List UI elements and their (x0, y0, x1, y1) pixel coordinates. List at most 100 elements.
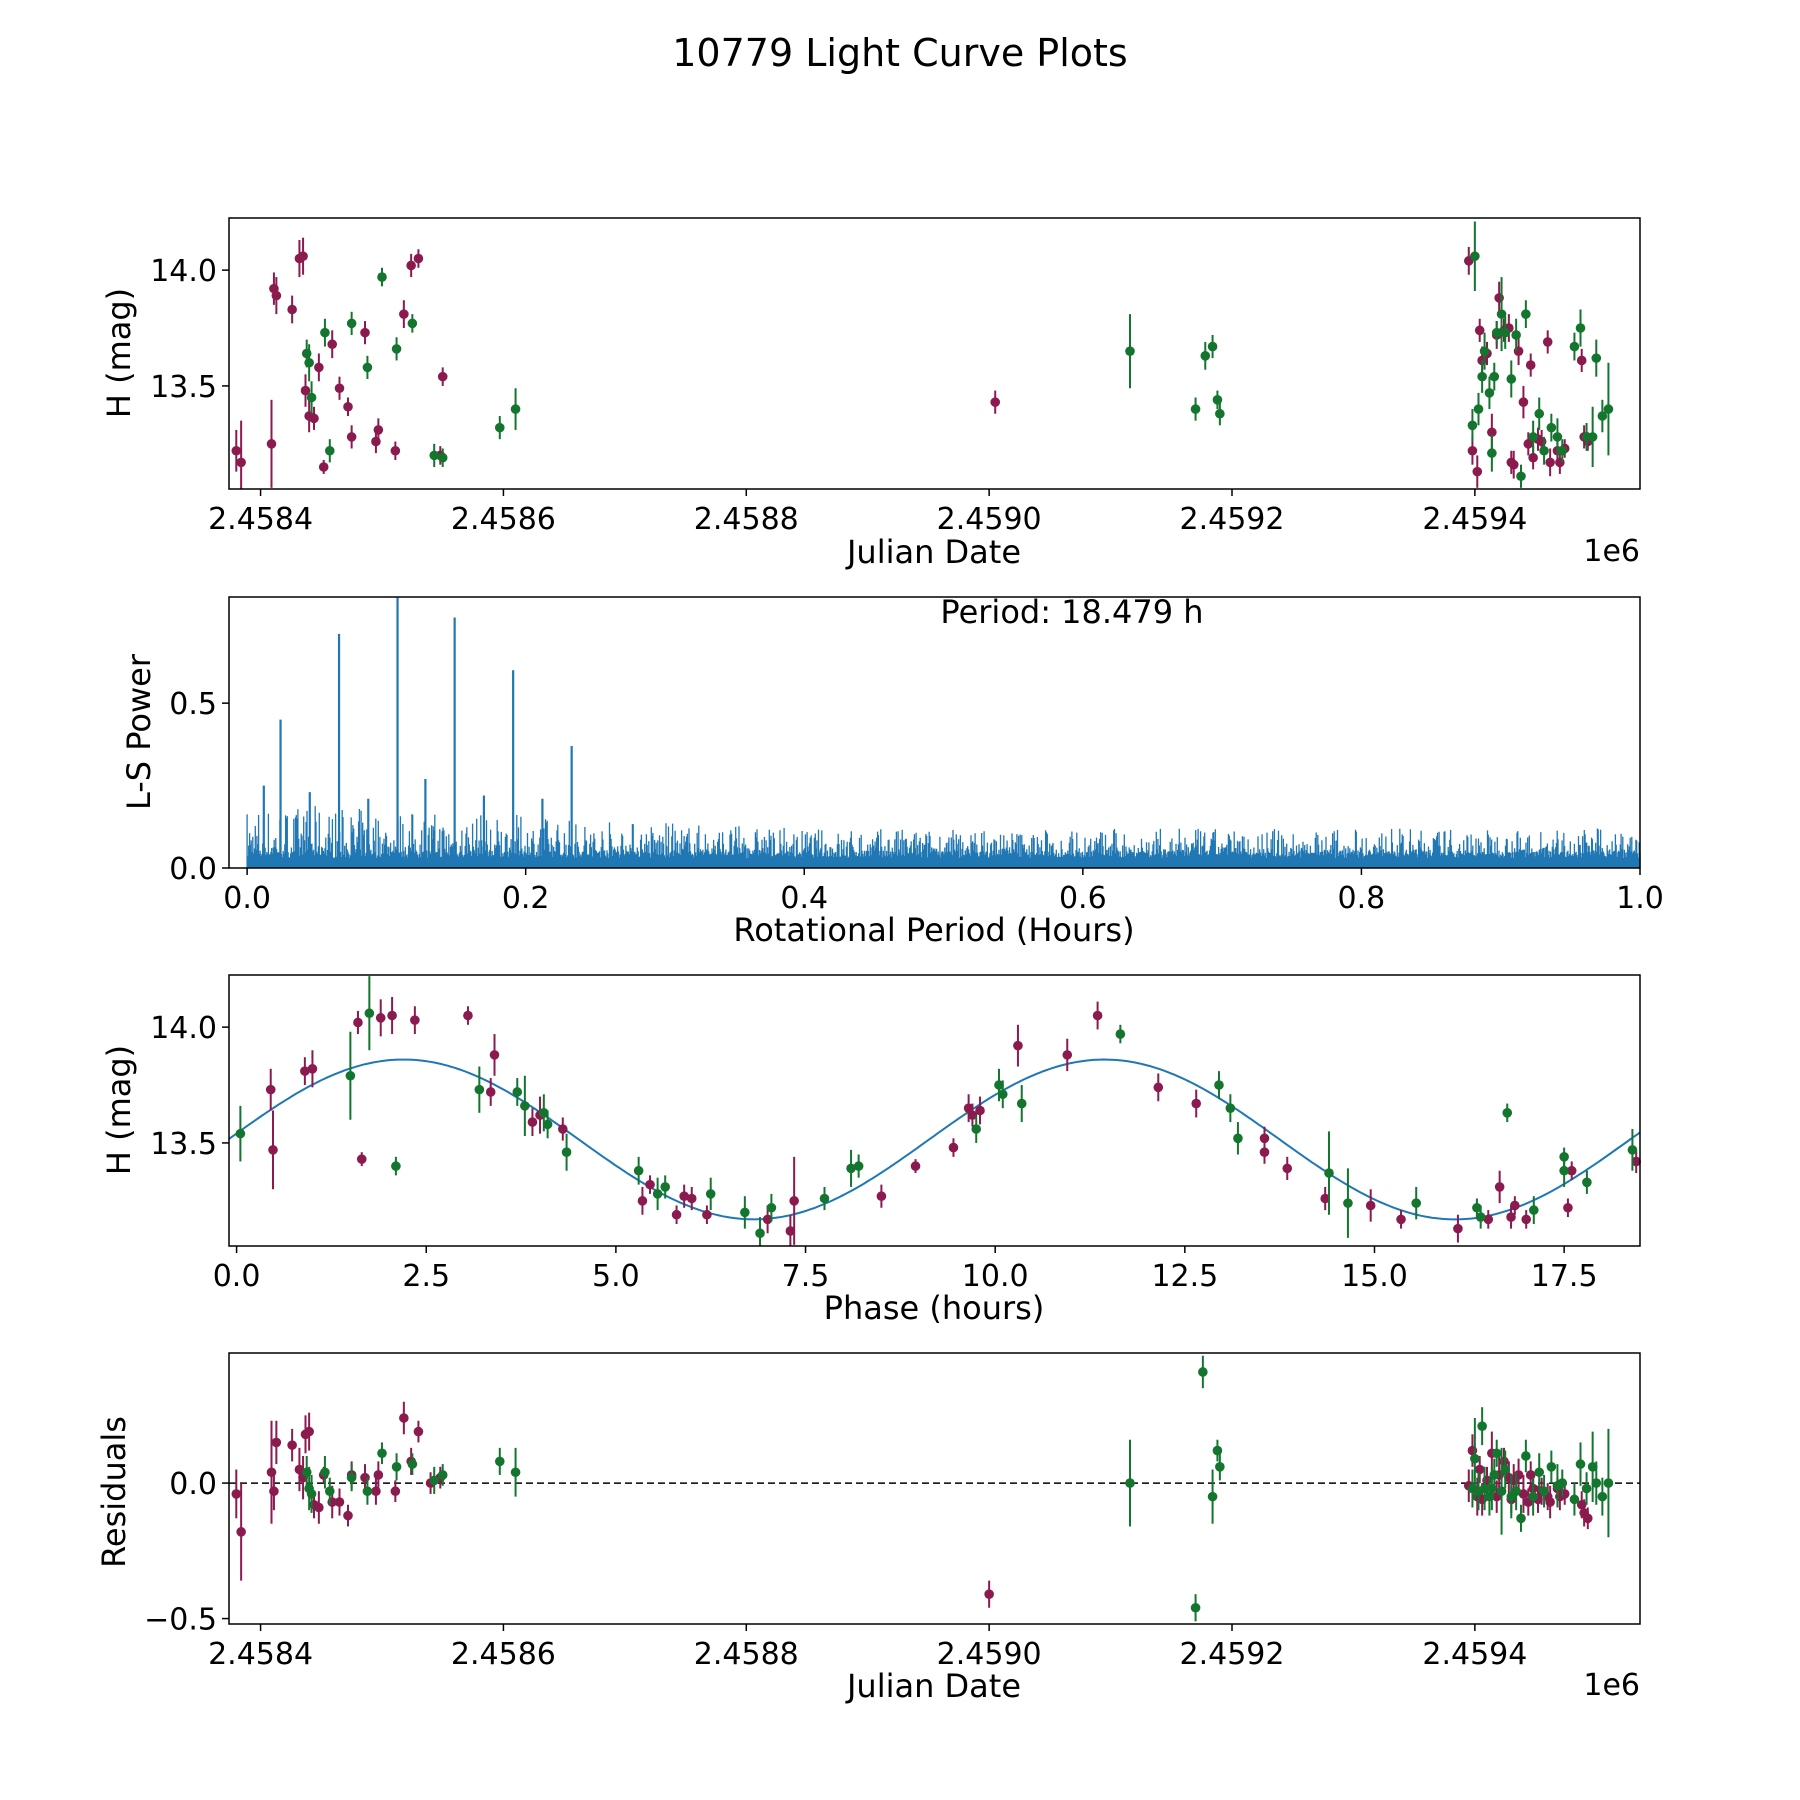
data-point-magenta (334, 383, 345, 394)
data-point-green (1569, 1494, 1580, 1505)
data-point-magenta (1545, 1497, 1555, 1507)
data-point-green (345, 1070, 356, 1081)
x-tick-label: 0.0 (223, 881, 271, 916)
data-point-green (1511, 1486, 1521, 1497)
data-point-magenta (1518, 397, 1529, 407)
panel-residuals: 2.4584 2.4586 2.4588 2.4590 2.4592 2.4594 −0.5… (95, 1352, 1641, 1705)
x-tick-label: 12.5 (1151, 1259, 1218, 1294)
data-point-magenta (387, 1010, 397, 1021)
data-point-magenta (1521, 1214, 1532, 1225)
data-point-magenta (265, 1084, 276, 1095)
data-point-magenta (231, 445, 242, 456)
data-point-green (1484, 388, 1495, 398)
data-point-green (474, 1084, 485, 1095)
data-point-magenta (269, 1486, 279, 1497)
data-point-magenta (236, 1527, 246, 1537)
data-point-magenta (948, 1142, 959, 1153)
data-point-green (1528, 1205, 1539, 1215)
data-point-magenta (304, 1426, 314, 1437)
data-point-magenta (1453, 1223, 1463, 1234)
data-point-green (429, 450, 440, 461)
data-point-green (1597, 1491, 1608, 1502)
data-point-green (1521, 309, 1531, 319)
x-tick-label: 2.4592 (1180, 1637, 1285, 1672)
data-point-green (1225, 1103, 1236, 1113)
data-point-magenta (1631, 1156, 1642, 1167)
data-point-green (1591, 1478, 1602, 1488)
data-point-green (1475, 1212, 1486, 1222)
panel-light-curve-julian: 2.4584 2.4586 2.4588 2.4590 2.4592 2.4594 13.5… (100, 217, 1641, 571)
data-point-magenta (287, 1440, 297, 1450)
data-point-magenta (702, 1209, 712, 1220)
data-point-magenta (1528, 452, 1538, 463)
data-point-magenta (309, 413, 319, 424)
data-point-magenta (356, 1154, 367, 1164)
data-point-magenta (463, 1010, 473, 1021)
data-point-magenta (527, 1117, 538, 1127)
data-point-magenta (343, 401, 353, 412)
x-tick-label: 2.4594 (1422, 1637, 1527, 1672)
data-point-magenta (375, 1013, 386, 1023)
x-tick-label: 2.4592 (1180, 502, 1285, 537)
x-tick-label: 2.4588 (694, 1637, 799, 1672)
x-tick-label: 0.6 (1059, 881, 1107, 916)
panel-4-ylabel: Residuals (95, 1416, 133, 1568)
data-point-magenta (762, 1214, 773, 1225)
data-point-magenta (346, 432, 357, 442)
data-point-magenta (271, 1437, 282, 1448)
data-point-green (1491, 327, 1502, 338)
y-tick-label: 0.5 (169, 687, 217, 722)
data-point-green (1575, 323, 1586, 333)
data-point-magenta (1259, 1133, 1270, 1144)
data-point-magenta (557, 1124, 568, 1134)
data-point-magenta (789, 1196, 799, 1206)
data-point-magenta (1191, 1098, 1202, 1109)
panel-1-ylabel: H (mag) (100, 288, 138, 418)
panel-3-ylabel: H (mag) (100, 1045, 138, 1175)
data-point-green (1627, 1145, 1638, 1155)
data-point-magenta (410, 1015, 420, 1025)
data-point-magenta (236, 457, 246, 468)
data-point-magenta (975, 1105, 985, 1116)
data-point-green (819, 1193, 830, 1204)
data-point-magenta (1062, 1050, 1073, 1060)
data-point-magenta (1545, 457, 1555, 468)
data-point-magenta (1542, 337, 1553, 347)
data-point-magenta (399, 309, 409, 319)
data-point-green (437, 1470, 448, 1480)
data-point-green (1190, 404, 1201, 414)
data-point-magenta (1259, 1147, 1270, 1157)
data-point-green (429, 1475, 440, 1486)
data-point-green (1559, 1165, 1569, 1176)
data-point-magenta (686, 1193, 697, 1204)
data-point-magenta (314, 1502, 324, 1513)
x-tick-label: 0.2 (502, 881, 550, 916)
data-point-green (1587, 1462, 1598, 1472)
data-point-magenta (1320, 1193, 1330, 1204)
data-point-magenta (1092, 1010, 1103, 1021)
data-point-green (1500, 1464, 1511, 1475)
data-point-magenta (1563, 1202, 1573, 1213)
data-point-magenta (1523, 439, 1534, 449)
data-point-magenta (390, 1486, 401, 1497)
data-point-magenta (1474, 1464, 1485, 1475)
panel-1-frame (228, 217, 1641, 490)
x-tick-label: 2.4590 (937, 1637, 1042, 1672)
data-point-green (1557, 1478, 1568, 1488)
data-point-green (391, 1161, 401, 1171)
data-point-magenta (1525, 360, 1536, 370)
period-annotation: Period: 18.479 h (940, 593, 1203, 631)
data-point-magenta (1396, 1214, 1406, 1225)
data-point-magenta (300, 385, 311, 396)
data-point-green (1582, 1177, 1592, 1188)
data-point-green (1477, 1421, 1487, 1431)
data-point-magenta (334, 1497, 345, 1507)
data-point-green (494, 422, 505, 433)
data-point-magenta (679, 1191, 689, 1202)
data-point-green (660, 1182, 670, 1192)
data-point-magenta (1576, 355, 1587, 366)
data-point-green (1477, 371, 1487, 382)
data-point-magenta (1566, 1165, 1577, 1176)
data-point-green (1506, 374, 1517, 384)
data-point-green (971, 1124, 982, 1134)
